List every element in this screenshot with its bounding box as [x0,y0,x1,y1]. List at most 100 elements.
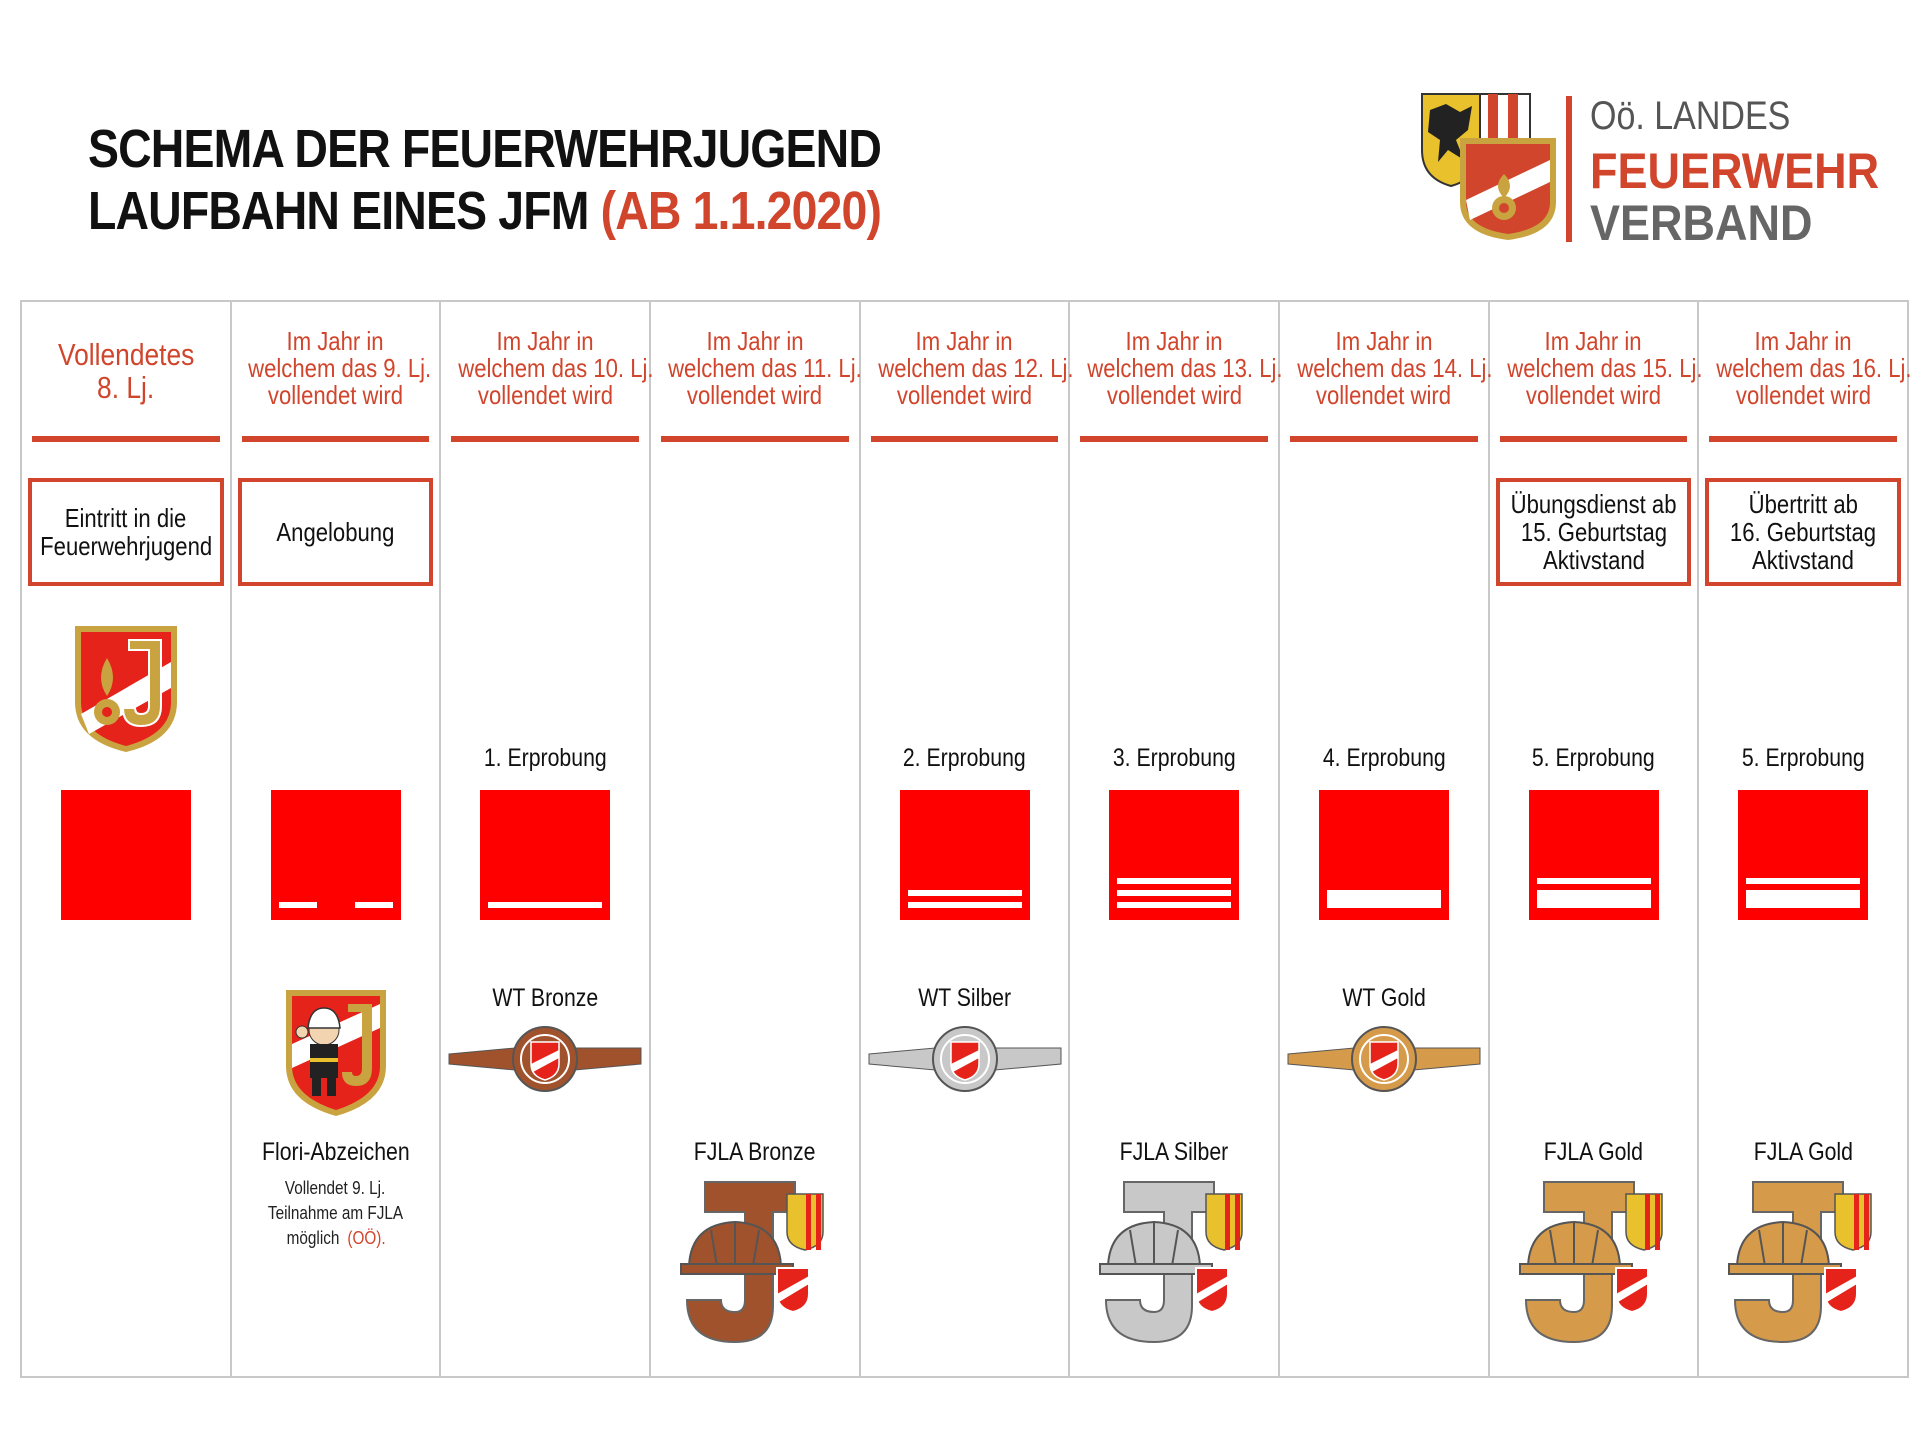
text-line: welchem das 12. Lj. [877,353,1074,383]
milestone-box: Übungsdienst ab 15. Geburtstag Aktivstand [1495,478,1692,586]
heading-rule [1499,436,1688,442]
fjla-text: FJLA Gold [1543,1138,1644,1166]
logo-line-1: Oö. LANDES [1590,94,1791,138]
rank-insignia [270,790,401,920]
page-title: SCHEMA DER FEUERWEHRJUGEND LAUFBAHN EINE… [88,118,1010,242]
text-line: Im Jahr in [1125,326,1223,356]
note-line: Vollendet 9. Lj. [285,1178,386,1198]
text-line: Im Jahr in [915,326,1014,356]
fjla-badge-icon [1728,1181,1872,1344]
wt-label: WT Bronze [441,984,649,1013]
logo-line-2: FEUERWEHR [1590,143,1880,199]
fjla-label: FJLA Silber [1070,1138,1278,1167]
fjla-badge-icon [679,1181,824,1344]
column-heading: Im Jahr in welchem das 16. Lj. vollendet w… [1699,326,1912,410]
fjla-badge-icon [1099,1181,1243,1344]
title-line-2-main: LAUFBAHN EINES JFM [88,181,589,241]
text-line: Aktivstand [1752,545,1855,575]
rank-stripe [1326,890,1441,908]
column-year-12: Im Jahr in welchem das 12. Lj. vollendet w… [861,302,1073,1376]
wt-text: WT Silber [918,984,1011,1012]
text-line: Feuerwehrjugend [39,531,212,561]
rank-insignia [1109,790,1240,920]
column-heading: Im Jahr in welchem das 14. Lj. vollendet w… [1280,328,1492,410]
column-year-13: Im Jahr in welchem das 13. Lj. vollendet w… [1070,302,1283,1376]
text-line: vollendet wird [1316,380,1452,410]
milestone-box: Eintritt in die Feuerwehrjugend [28,478,224,586]
rank-stripe [488,902,603,908]
erprobung-text: 5. Erprobung [1532,744,1655,772]
rank-insignia [480,790,611,920]
ooelfv-logo: Oö. LANDES FEUERWEHR VERBAND [1420,90,1900,251]
text-line: welchem das 13. Lj. [1087,353,1283,383]
text-line: 8. Lj. [97,370,155,405]
fjla-text: FJLA Bronze [694,1138,816,1166]
text-line: Übungsdienst ab [1510,489,1677,519]
erprobung-text: 2. Erprobung [903,744,1026,772]
column-year-11: Im Jahr in welchem das 11. Lj. vollendet w… [651,302,862,1376]
wt-text: WT Bronze [492,984,599,1012]
erprobung-text: 4. Erprobung [1322,744,1446,772]
erprobung-text: 5. Erprobung [1741,744,1865,772]
rank-stripe [1746,890,1861,908]
heading-rule [451,436,640,442]
text-line: Im Jahr in [1545,326,1643,356]
rank-insignia [60,790,191,920]
erprobung-text: 1. Erprobung [483,744,607,772]
heading-rule [1290,436,1478,442]
fjla-text: FJLA Silber [1119,1138,1229,1166]
erprobung-text: 3. Erprobung [1112,744,1236,772]
text-line: Im Jahr in [496,326,594,356]
title-line-2: LAUFBAHN EINES JFM (AB 1.1.2020) [88,180,882,242]
heading-rule [1080,436,1269,442]
column-heading: Vollendetes 8. Lj. [22,338,230,404]
text-line: vollendet wird [1106,380,1242,410]
text-line: vollendet wird [896,380,1033,410]
text-line: welchem das 15. Lj. [1506,353,1703,383]
fjla-badge-icon [1518,1181,1663,1344]
text-line: welchem das 11. Lj. [668,353,862,383]
milestone-box: Angelobung [237,478,434,586]
rank-stripe [1117,890,1232,896]
erprobung-label: 4. Erprobung [1280,744,1488,773]
text-line: Übertritt ab [1748,489,1858,519]
rank-stripe [907,902,1022,908]
text-line: Eintritt in die [65,503,187,533]
rank-insignia [1738,790,1869,920]
rank-stripe [1117,878,1232,884]
wt-text: WT Gold [1342,984,1426,1012]
text-line: Im Jahr in [1754,326,1852,356]
column-heading: Im Jahr in welchem das 12. Lj. vollendet w… [861,326,1073,410]
flori-note: Vollendet 9. Lj. Teilnahme am FJLA möglich… [232,1176,440,1251]
fjla-text: FJLA Gold [1753,1138,1853,1166]
text-line: 15. Geburtstag [1520,517,1667,547]
text-line: welchem das 9. Lj. [247,353,431,383]
text-line: Im Jahr in [286,326,385,356]
heading-rule [241,436,430,442]
text-line: vollendet wird [1735,380,1871,410]
column-year-16: Im Jahr in welchem das 16. Lj. vollendet w… [1699,302,1912,1376]
column-heading: Im Jahr in welchem das 13. Lj. vollendet w… [1070,326,1283,410]
wt-label: WT Silber [861,984,1069,1013]
career-grid: Vollendetes 8. Lj. Eintritt in die Feuerweh… [20,300,1912,1378]
note-line: möglich [286,1228,340,1248]
rank-stripe [1117,902,1232,908]
heading-rule [870,436,1059,442]
heading-rule [32,436,220,442]
jugend-emblem-icon [74,626,177,752]
rank-insignia [1318,790,1449,920]
text-line: Vollendetes [57,337,194,372]
rank-insignia [1528,790,1659,920]
rank-stripe [1536,890,1651,908]
rank-stripe [1746,878,1861,884]
erprobung-label: 2. Erprobung [861,744,1069,773]
flori-text: Flori-Abzeichen [261,1138,410,1166]
rank-stripe [354,902,393,908]
heading-rule [661,436,849,442]
text-line: vollendet wird [687,380,823,410]
text-line: welchem das 14. Lj. [1297,353,1493,383]
fjla-label: FJLA Bronze [651,1138,859,1167]
column-heading: Im Jahr in welchem das 11. Lj. vollendet w… [651,328,862,410]
title-line-1: SCHEMA DER FEUERWEHRJUGEND [88,119,882,179]
note-accent: (OÖ). [347,1228,386,1248]
